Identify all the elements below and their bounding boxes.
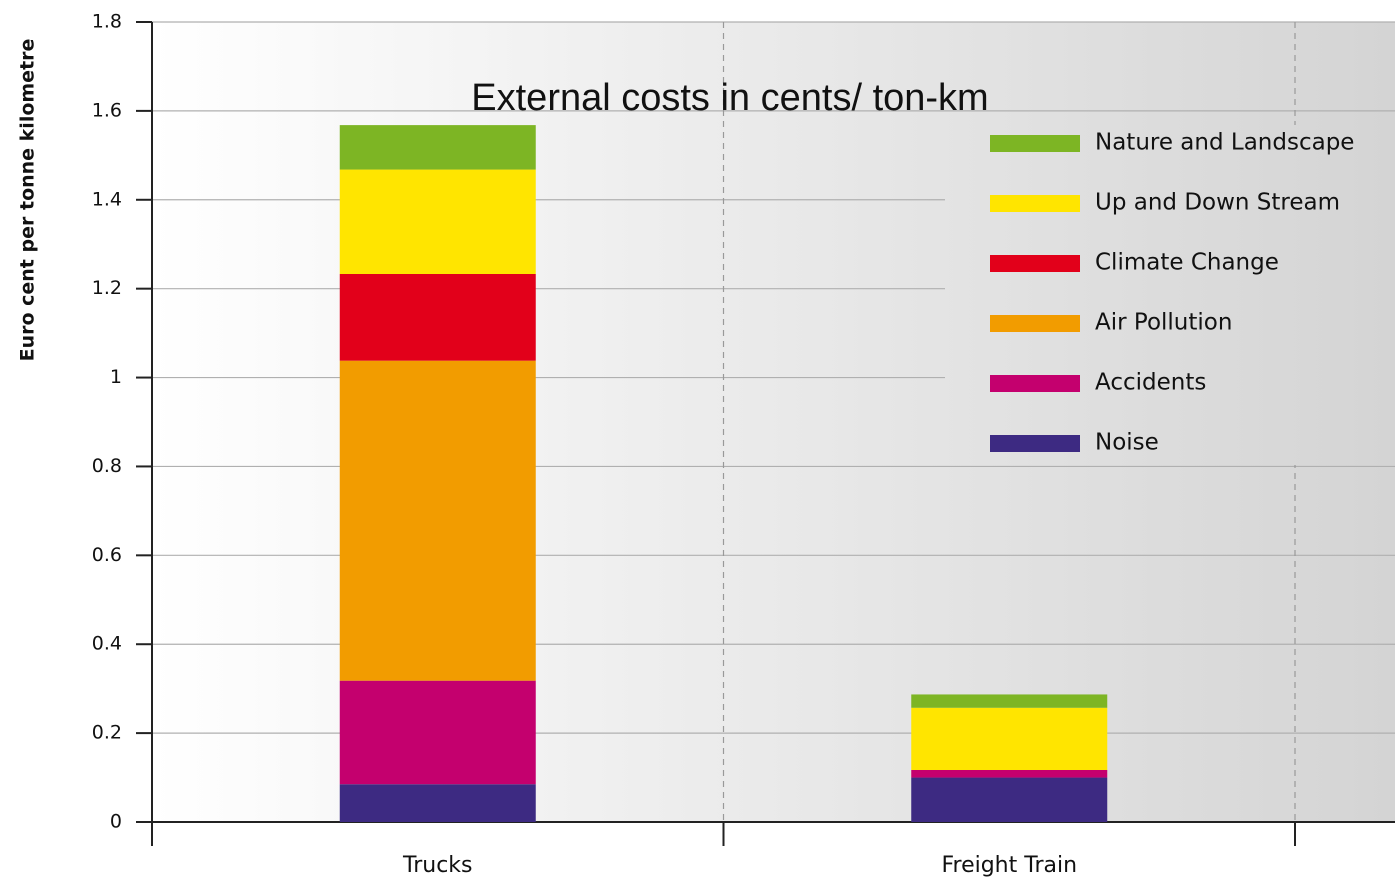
y-tick-label: 1 <box>110 366 122 388</box>
y-tick-label: 0.4 <box>92 633 122 655</box>
legend-swatch <box>990 255 1080 272</box>
y-tick-label: 0 <box>110 811 122 833</box>
legend-swatch <box>990 315 1080 332</box>
legend-label: Up and Down Stream <box>1095 190 1340 216</box>
legend-label: Air Pollution <box>1095 310 1232 336</box>
legend-swatch <box>990 435 1080 452</box>
y-tick-label: 1.4 <box>92 188 122 210</box>
bar-segment <box>911 770 1108 778</box>
x-tick-label: Trucks <box>402 853 473 878</box>
legend-swatch <box>990 195 1080 212</box>
y-tick-label: 1.6 <box>92 99 122 121</box>
legend-label: Climate Change <box>1095 250 1279 276</box>
x-tick-label: Freight Train <box>941 853 1077 878</box>
bar-segment <box>339 360 536 681</box>
legend-background <box>945 125 1395 465</box>
bar-segment <box>911 694 1108 708</box>
y-axis-label: Euro cent per tonne kilometre <box>17 39 39 362</box>
bar-segment <box>339 125 536 170</box>
legend-label: Nature and Landscape <box>1095 130 1354 156</box>
y-tick-label: 0.2 <box>92 722 122 744</box>
bar-segment <box>339 169 536 274</box>
bar-segment <box>911 707 1108 770</box>
legend-label: Accidents <box>1095 370 1206 396</box>
bar-segment <box>339 784 536 822</box>
bar-segment <box>911 777 1108 822</box>
legend-label: Noise <box>1095 430 1159 456</box>
chart-title: External costs in cents/ ton-km <box>471 77 988 119</box>
y-tick-label: 0.6 <box>92 544 122 566</box>
y-tick-label: 0.8 <box>92 455 122 477</box>
bar-segment <box>339 680 536 785</box>
bar-segment <box>339 274 536 361</box>
y-tick-label: 1.8 <box>92 11 122 33</box>
legend-swatch <box>990 375 1080 392</box>
y-tick-label: 1.2 <box>92 277 122 299</box>
legend-swatch <box>990 135 1080 152</box>
